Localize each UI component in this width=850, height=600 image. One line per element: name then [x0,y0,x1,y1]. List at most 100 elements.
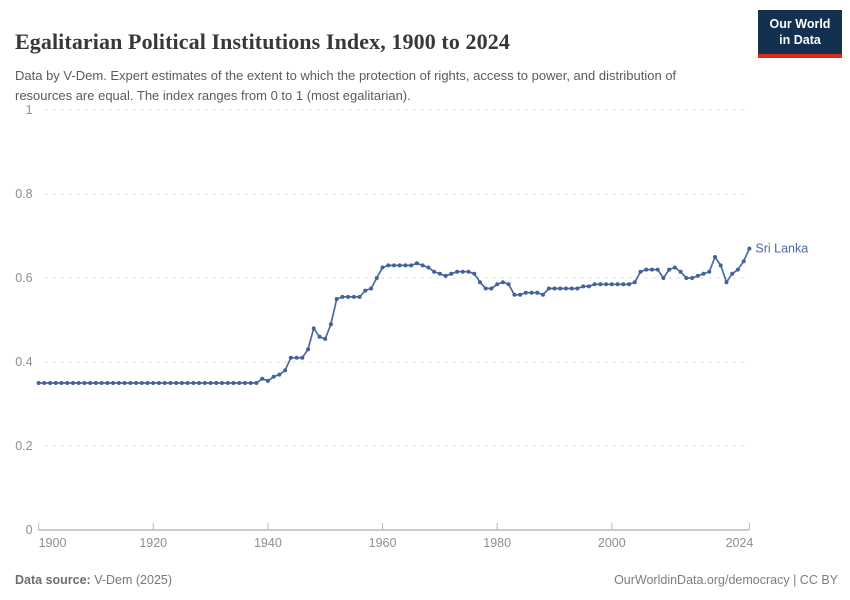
data-point[interactable] [254,381,259,385]
data-point[interactable] [317,334,322,339]
data-point[interactable] [48,381,53,385]
data-point[interactable] [684,276,689,280]
data-point[interactable] [145,381,150,385]
data-point[interactable] [71,381,75,385]
data-point[interactable] [604,282,609,287]
data-point[interactable] [306,347,310,352]
data-point[interactable] [380,265,385,270]
data-point[interactable] [105,381,110,385]
data-point[interactable] [672,265,677,270]
data-point[interactable] [661,276,666,280]
data-point[interactable] [294,355,299,360]
data-point[interactable] [311,326,316,331]
data-point[interactable] [552,286,557,291]
data-point[interactable] [179,381,184,385]
data-point[interactable] [237,381,242,385]
data-point[interactable] [523,290,528,295]
data-point[interactable] [529,290,534,295]
data-point[interactable] [586,284,591,289]
series-line-sri-lanka[interactable] [38,248,751,384]
data-point[interactable] [592,282,597,287]
data-point[interactable] [747,246,752,251]
data-point[interactable] [609,282,614,287]
data-point[interactable] [718,263,723,268]
data-point[interactable] [500,280,505,285]
data-point[interactable] [621,282,626,287]
data-point[interactable] [535,290,540,295]
data-point[interactable] [581,284,586,289]
data-point[interactable] [323,336,328,341]
data-point[interactable] [632,280,637,285]
data-point[interactable] [741,259,746,264]
data-point[interactable] [414,261,419,266]
series-label[interactable]: Sri Lanka [755,242,808,256]
data-point[interactable] [667,267,672,272]
data-point[interactable] [730,271,735,276]
data-point[interactable] [374,276,379,280]
data-point[interactable] [93,381,98,385]
data-point[interactable] [208,381,213,385]
data-point[interactable] [638,269,643,274]
owid-logo[interactable]: Our World in Data [758,10,842,59]
data-point[interactable] [214,381,219,385]
data-point[interactable] [483,286,488,291]
data-point[interactable] [558,286,563,291]
data-point[interactable] [139,381,144,385]
data-point[interactable] [82,381,87,385]
data-point[interactable] [655,267,660,272]
data-point[interactable] [134,381,138,385]
data-point[interactable] [128,381,133,385]
data-point[interactable] [518,292,523,297]
data-point[interactable] [231,381,236,385]
data-point[interactable] [575,286,580,291]
data-point[interactable] [506,282,511,287]
data-point[interactable] [122,381,127,385]
data-point[interactable] [185,381,190,385]
data-point[interactable] [162,381,167,385]
data-point[interactable] [197,381,202,385]
data-point[interactable] [690,276,695,280]
data-point[interactable] [392,263,396,268]
data-point[interactable] [512,292,517,297]
data-point[interactable] [472,271,477,276]
data-point[interactable] [460,269,465,274]
data-point[interactable] [59,381,64,385]
data-point[interactable] [277,372,282,377]
data-point[interactable] [650,267,654,272]
data-point[interactable] [202,381,207,385]
data-point[interactable] [151,381,156,385]
data-point[interactable] [76,381,81,385]
data-point[interactable] [265,378,270,383]
data-point[interactable] [598,282,603,287]
data-point[interactable] [403,263,408,268]
data-point[interactable] [707,269,712,274]
data-point[interactable] [328,322,333,327]
data-point[interactable] [174,381,179,385]
data-point[interactable] [111,381,116,385]
data-point[interactable] [489,286,494,291]
data-point[interactable] [724,280,729,285]
data-point[interactable] [449,271,454,276]
data-point[interactable] [455,269,460,274]
data-point[interactable] [271,374,276,379]
data-point[interactable] [397,263,402,268]
data-point[interactable] [495,282,500,287]
data-point[interactable] [564,286,568,291]
data-point[interactable] [443,273,448,278]
data-point[interactable] [248,381,253,385]
data-point[interactable] [288,355,293,360]
data-point[interactable] [644,267,649,272]
data-point[interactable] [157,381,161,385]
data-point[interactable] [225,381,230,385]
data-point[interactable] [541,292,545,297]
data-point[interactable] [243,381,247,385]
data-point[interactable] [191,381,196,385]
data-point[interactable] [420,263,425,268]
data-point[interactable] [569,286,574,291]
data-point[interactable] [260,376,265,381]
data-point[interactable] [437,271,442,276]
data-point[interactable] [168,381,173,385]
data-point[interactable] [678,269,683,274]
data-point[interactable] [283,368,288,373]
